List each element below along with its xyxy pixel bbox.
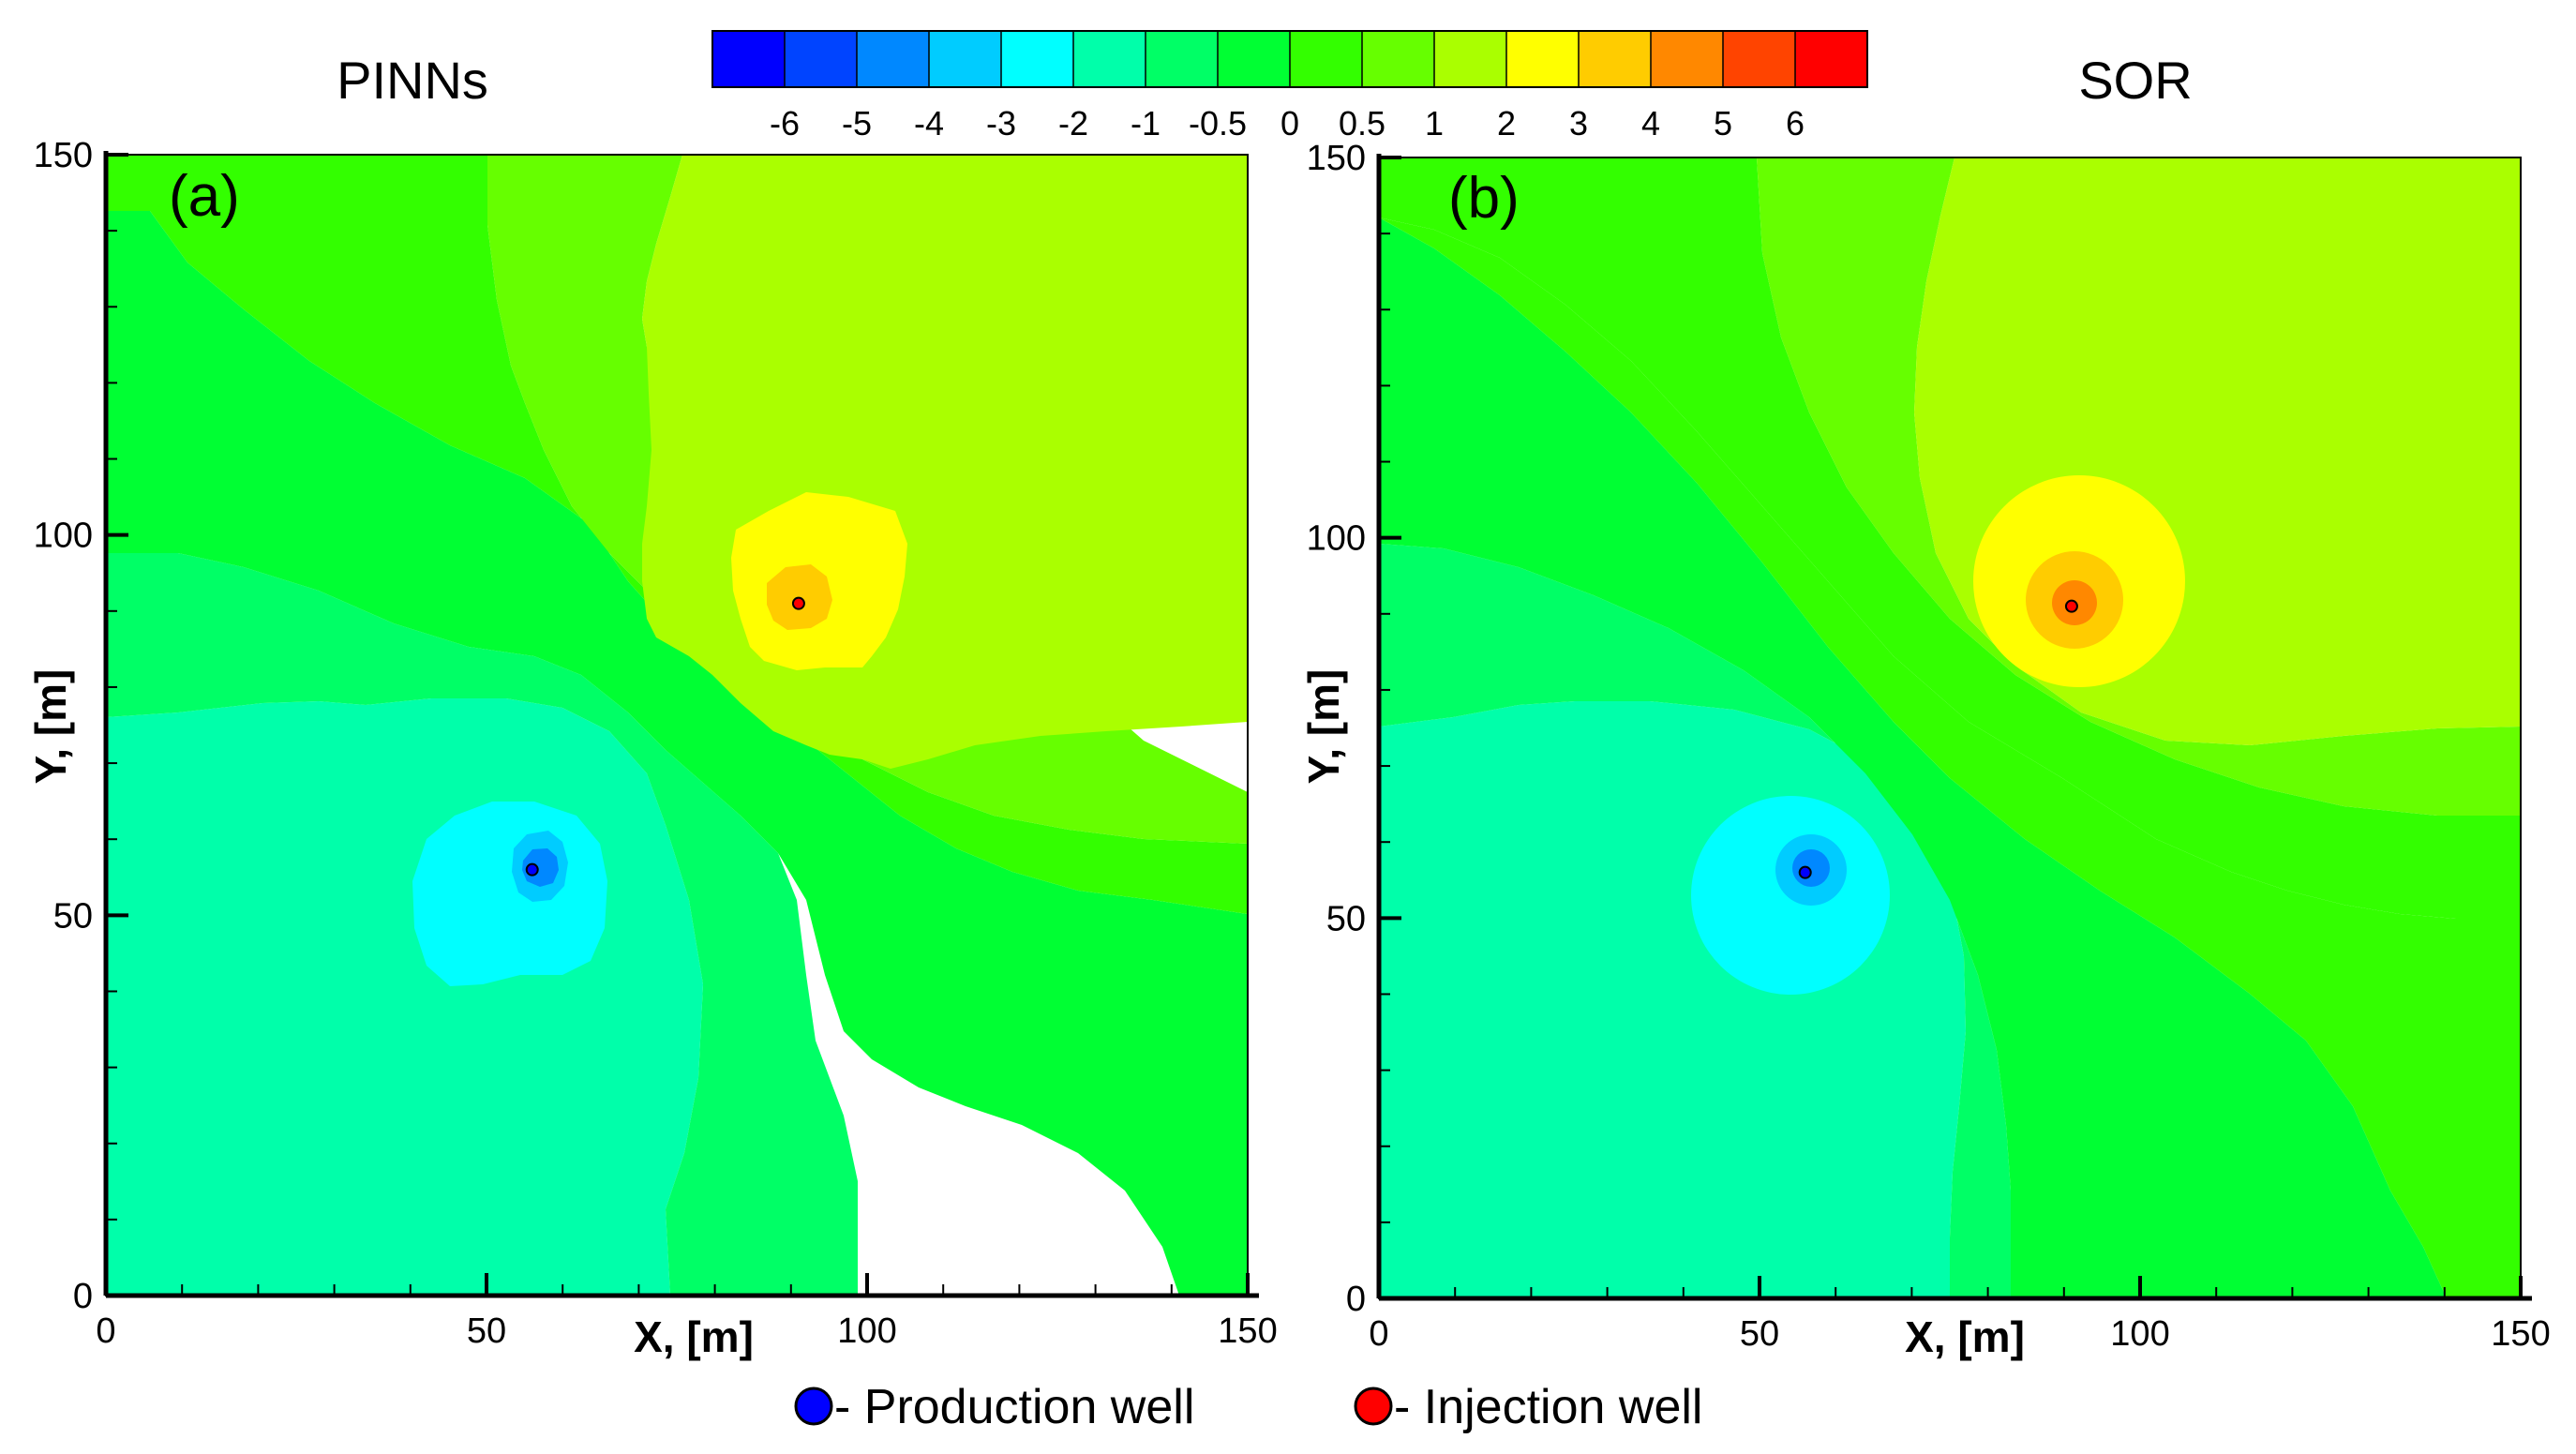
region-a-two (642, 155, 1248, 769)
colorbar-segment (1579, 31, 1652, 87)
x-tick-label: 50 (467, 1312, 506, 1351)
colorbar-frame (711, 30, 1868, 88)
colorbar-segment (1723, 31, 1796, 87)
colorbar-tick-label: -1 (1131, 104, 1161, 142)
x-tick-label: 150 (1218, 1312, 1277, 1351)
injection-well-legend-marker (1354, 1387, 1393, 1426)
colorbar: -6 -5 -4 -3 -2 -1 -0.5 0 0.5 1 2 3 4 5 6 (711, 30, 1868, 142)
colorbar-segment (1146, 31, 1219, 87)
colorbar-segment (1651, 31, 1724, 87)
colorbar-tick-label: -3 (986, 104, 1016, 142)
panel-b-label: (b) (1448, 166, 1520, 231)
colorbar-tick-label: -6 (770, 104, 800, 142)
colorbar-tick-label: 2 (1497, 104, 1516, 142)
panel-a-x-axis-label: X, [m] (634, 1312, 754, 1361)
colorbar-tick-label: -4 (914, 104, 944, 142)
colorbar-segment (857, 31, 930, 87)
colorbar-tick-label: 1 (1425, 104, 1444, 142)
injection-well-legend-label: - Injection well (1394, 1380, 1702, 1434)
panel-a-y-axis-label: Y, [m] (26, 669, 75, 785)
region-b-zero-5-right (1379, 217, 2521, 1298)
colorbar-segment (1434, 31, 1507, 87)
colorbar-segment (785, 31, 858, 87)
y-tick-label: 100 (34, 517, 93, 556)
colorbar-tick-label: -5 (842, 104, 872, 142)
x-tick-label: 150 (2491, 1314, 2550, 1354)
colorbar-segment (1506, 31, 1580, 87)
x-tick-label: 100 (837, 1312, 896, 1351)
colorbar-tick-label: 6 (1786, 104, 1805, 142)
colorbar-tick-label: 4 (1641, 104, 1660, 142)
colorbar-tick-label: 0 (1281, 104, 1299, 142)
injection-well-marker (2064, 599, 2078, 613)
panel-b-y-axis-label: Y, [m] (1299, 669, 1348, 785)
panel-b (1378, 157, 2522, 1299)
x-tick-label: 0 (1369, 1314, 1388, 1354)
production-well-marker (525, 862, 539, 877)
y-tick-label: 50 (1326, 899, 1366, 938)
region-a-zero (106, 211, 1248, 1296)
production-well-legend-label: - Production well (834, 1380, 1194, 1434)
y-tick-label: 150 (34, 136, 93, 175)
y-tick-label: 100 (1307, 519, 1366, 559)
region-b-minus-4 (1792, 849, 1830, 887)
region-b-minus-0-5 (1379, 544, 2011, 1298)
colorbar-segment (1362, 31, 1435, 87)
region-b-zero (1379, 217, 2447, 1298)
region-b-zero-5-lower (1379, 157, 2521, 919)
production-well-legend-marker (794, 1387, 833, 1426)
colorbar-segment (1290, 31, 1363, 87)
colorbar-segment (712, 31, 786, 87)
colorbar-segment (1218, 31, 1291, 87)
region-a-zero-5 (106, 155, 1248, 914)
colorbar-tick-label: 0.5 (1339, 104, 1385, 142)
y-tick-label: 0 (1346, 1280, 1366, 1319)
panel-a-label: (a) (169, 164, 240, 229)
injection-well-marker (791, 596, 805, 610)
region-a-minus-4 (522, 848, 559, 887)
axes-layer: 0 50 100 150 0 50 100 150 0 50 100 150 0 50 100 150 (34, 136, 2551, 1354)
colorbar-segment (1001, 31, 1074, 87)
panel-a (105, 154, 1249, 1297)
legend: - Production well - Injection well (794, 1380, 1702, 1434)
region-a-minus-2 (412, 802, 607, 986)
colorbar-tick-label: 3 (1569, 104, 1588, 142)
colorbar-tick-label: 5 (1714, 104, 1732, 142)
colorbar-segment (1073, 31, 1146, 87)
panel-a-title: PINNs (337, 51, 488, 110)
colorbar-tick-label: -0.5 (1189, 104, 1247, 142)
panel-b-x-axis-label: X, [m] (1905, 1312, 2025, 1361)
x-tick-label: 50 (1740, 1314, 1779, 1354)
region-b-minus-1 (1379, 701, 1966, 1298)
colorbar-segment (1795, 31, 1868, 87)
y-tick-label: 0 (73, 1277, 93, 1316)
colorbar-tick-label: -2 (1058, 104, 1088, 142)
x-tick-label: 0 (96, 1312, 115, 1351)
production-well-marker (1798, 865, 1812, 879)
y-tick-label: 50 (53, 896, 93, 936)
region-a-minus-0-5 (106, 553, 858, 1296)
region-b-one (1757, 157, 2521, 816)
region-a-minus-1 (106, 698, 703, 1296)
colorbar-segment (929, 31, 1002, 87)
x-tick-label: 100 (2110, 1314, 2169, 1354)
panel-b-title: SOR (2078, 51, 2192, 110)
y-tick-label: 150 (1307, 139, 1366, 178)
